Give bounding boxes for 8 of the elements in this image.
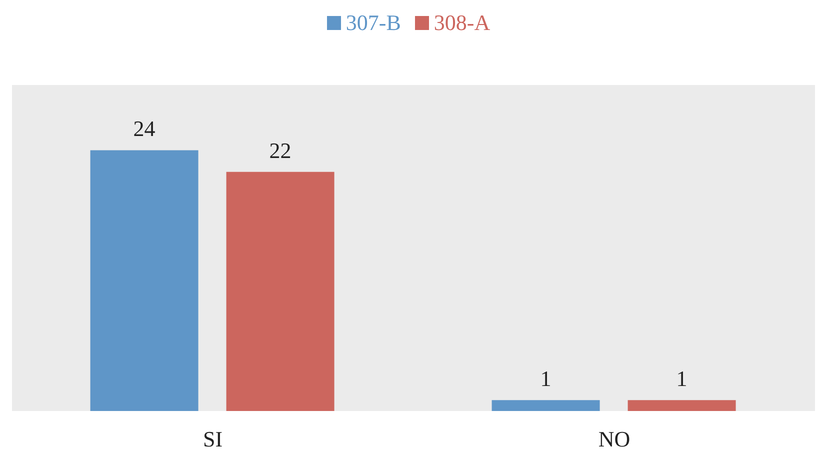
data-label: 1 [676,366,688,392]
x-tick-label: NO [598,426,630,452]
data-label: 24 [133,116,156,142]
x-tick-label: SI [202,426,223,452]
text: 307-B [346,10,401,36]
data-label: 22 [269,138,292,163]
text: 308-A [434,10,490,36]
data-label: 1 [540,366,552,392]
